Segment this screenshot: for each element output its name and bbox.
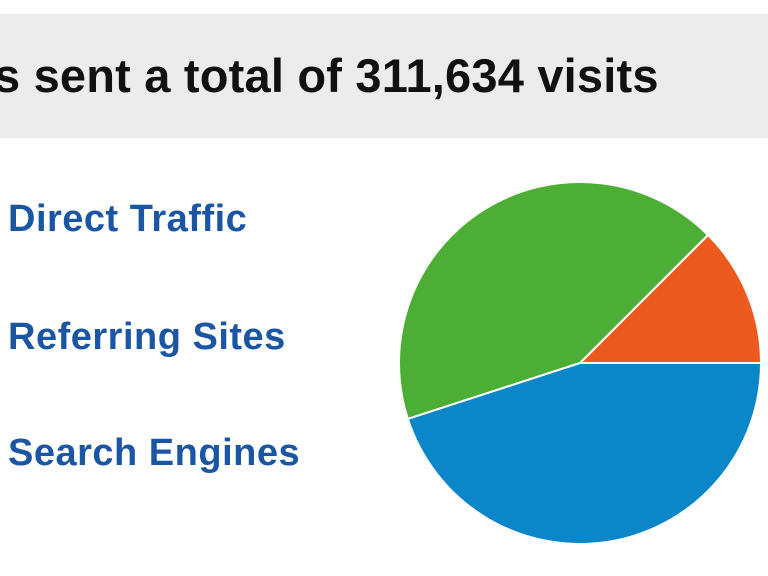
legend-link-direct-traffic[interactable]: Direct Traffic [8, 198, 248, 240]
pie-slice-search-engines [406, 362, 763, 545]
legend-link-referring-sites[interactable]: Referring Sites [8, 316, 286, 358]
traffic-pie-chart [398, 180, 763, 545]
legend-link-search-engines[interactable]: Search Engines [8, 432, 301, 474]
total-visits-header: s sent a total of 311,634 visits [0, 49, 659, 102]
pie-slice-referring-sites [577, 233, 763, 364]
header-bar: s sent a total of 311,634 visits [0, 14, 768, 138]
pie-slice-direct-traffic [398, 180, 710, 421]
